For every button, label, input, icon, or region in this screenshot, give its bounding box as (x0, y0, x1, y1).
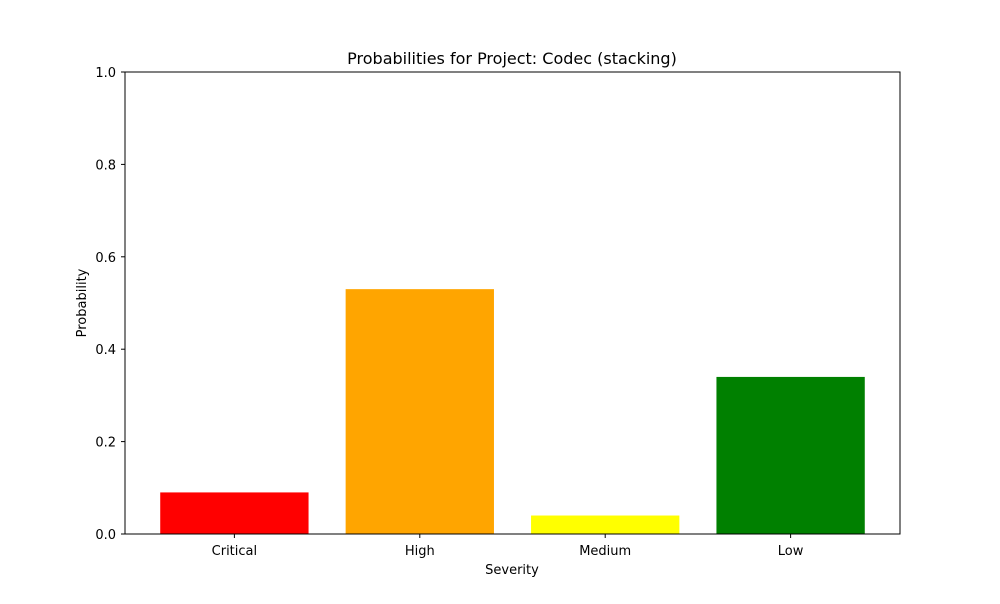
x-axis: Critical High Medium Low (212, 534, 804, 559)
bar-critical (160, 492, 309, 534)
bar-low (716, 376, 865, 534)
y-tick-label: 0.6 (95, 251, 116, 266)
y-axis: 0.0 0.2 0.4 0.6 0.8 1.0 (95, 66, 125, 543)
y-tick-label: 0.4 (95, 343, 116, 358)
y-tick-label: 0.8 (95, 158, 116, 173)
y-axis-label: Probability (75, 268, 90, 337)
y-tick-label: 0.2 (95, 436, 116, 451)
x-tick-label: High (405, 544, 435, 559)
x-tick-label: Critical (212, 544, 257, 559)
plot-area-frame (124, 71, 901, 535)
bar-high (345, 289, 494, 534)
x-axis-label: Severity (485, 563, 539, 578)
y-tick-label: 1.0 (95, 66, 116, 81)
bars-layer (160, 289, 865, 534)
y-tick-label: 0.0 (95, 528, 116, 543)
chart-title: Probabilities for Project: Codec (stacki… (347, 49, 677, 68)
bar-medium (531, 515, 680, 534)
x-tick-label: Low (778, 544, 804, 559)
x-tick-label: Medium (579, 544, 631, 559)
